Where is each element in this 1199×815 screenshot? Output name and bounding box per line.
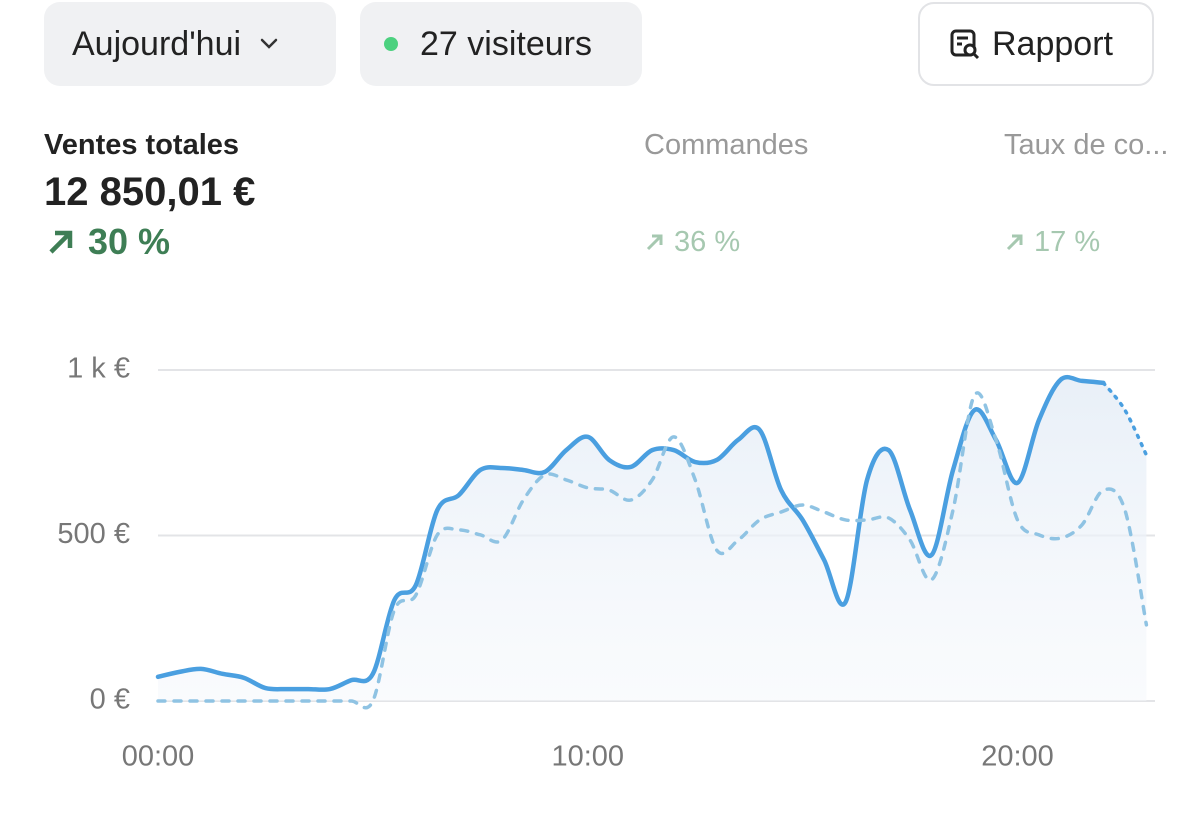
chart: 0 € 500 € 1 k € 00:00 10:00 20:00 <box>57 353 1155 773</box>
period-label: Aujourd'hui <box>72 24 242 63</box>
metric-label: Taux de co... <box>1004 129 1169 161</box>
metric-change-value: 36 % <box>674 225 741 258</box>
live-dot <box>384 37 398 51</box>
metric-conversion[interactable]: Taux de co... 17 % <box>1004 124 1168 266</box>
up-arrow <box>49 230 73 254</box>
report-label: Rapport <box>992 24 1113 63</box>
metric-change: 36 % <box>644 218 808 266</box>
visitors-label: 27 visiteurs <box>420 24 592 63</box>
y-tick-label: 0 € <box>90 684 130 716</box>
up-arrow <box>1006 234 1023 251</box>
metric-orders[interactable]: Commandes 36 % <box>644 124 808 266</box>
period-selector[interactable]: Aujourd'hui <box>44 2 336 86</box>
report-icon <box>950 29 980 60</box>
metric-change-value: 17 % <box>1034 225 1101 258</box>
area <box>158 377 1147 701</box>
line-series <box>155 375 1106 692</box>
metric-value-hidden <box>644 166 808 218</box>
metric-change: 17 % <box>1004 218 1168 266</box>
line-series <box>1101 381 1149 457</box>
metric-change-value: 30 % <box>88 221 171 262</box>
metric-value-hidden <box>1004 166 1168 218</box>
chevron-icon <box>260 38 278 49</box>
up-arrow <box>646 234 663 251</box>
y-tick-label: 500 € <box>57 518 130 550</box>
x-tick-label: 20:00 <box>981 741 1054 773</box>
x-tick-label: 10:00 <box>551 741 624 773</box>
metric-label: Ventes totales <box>44 129 240 161</box>
x-tick-label: 00:00 <box>122 741 195 773</box>
metric-change: 30 % <box>44 218 255 266</box>
metric-sales[interactable]: Ventes totales 12 850,01 € 30 % <box>44 124 255 266</box>
metric-value: 12 850,01 € <box>44 170 256 214</box>
y-tick-label: 1 k € <box>67 353 130 385</box>
metric-label: Commandes <box>644 129 809 161</box>
line-series <box>156 391 1149 710</box>
visitors-badge: 27 visiteurs <box>360 2 642 86</box>
report-button[interactable]: Rapport <box>918 2 1154 86</box>
